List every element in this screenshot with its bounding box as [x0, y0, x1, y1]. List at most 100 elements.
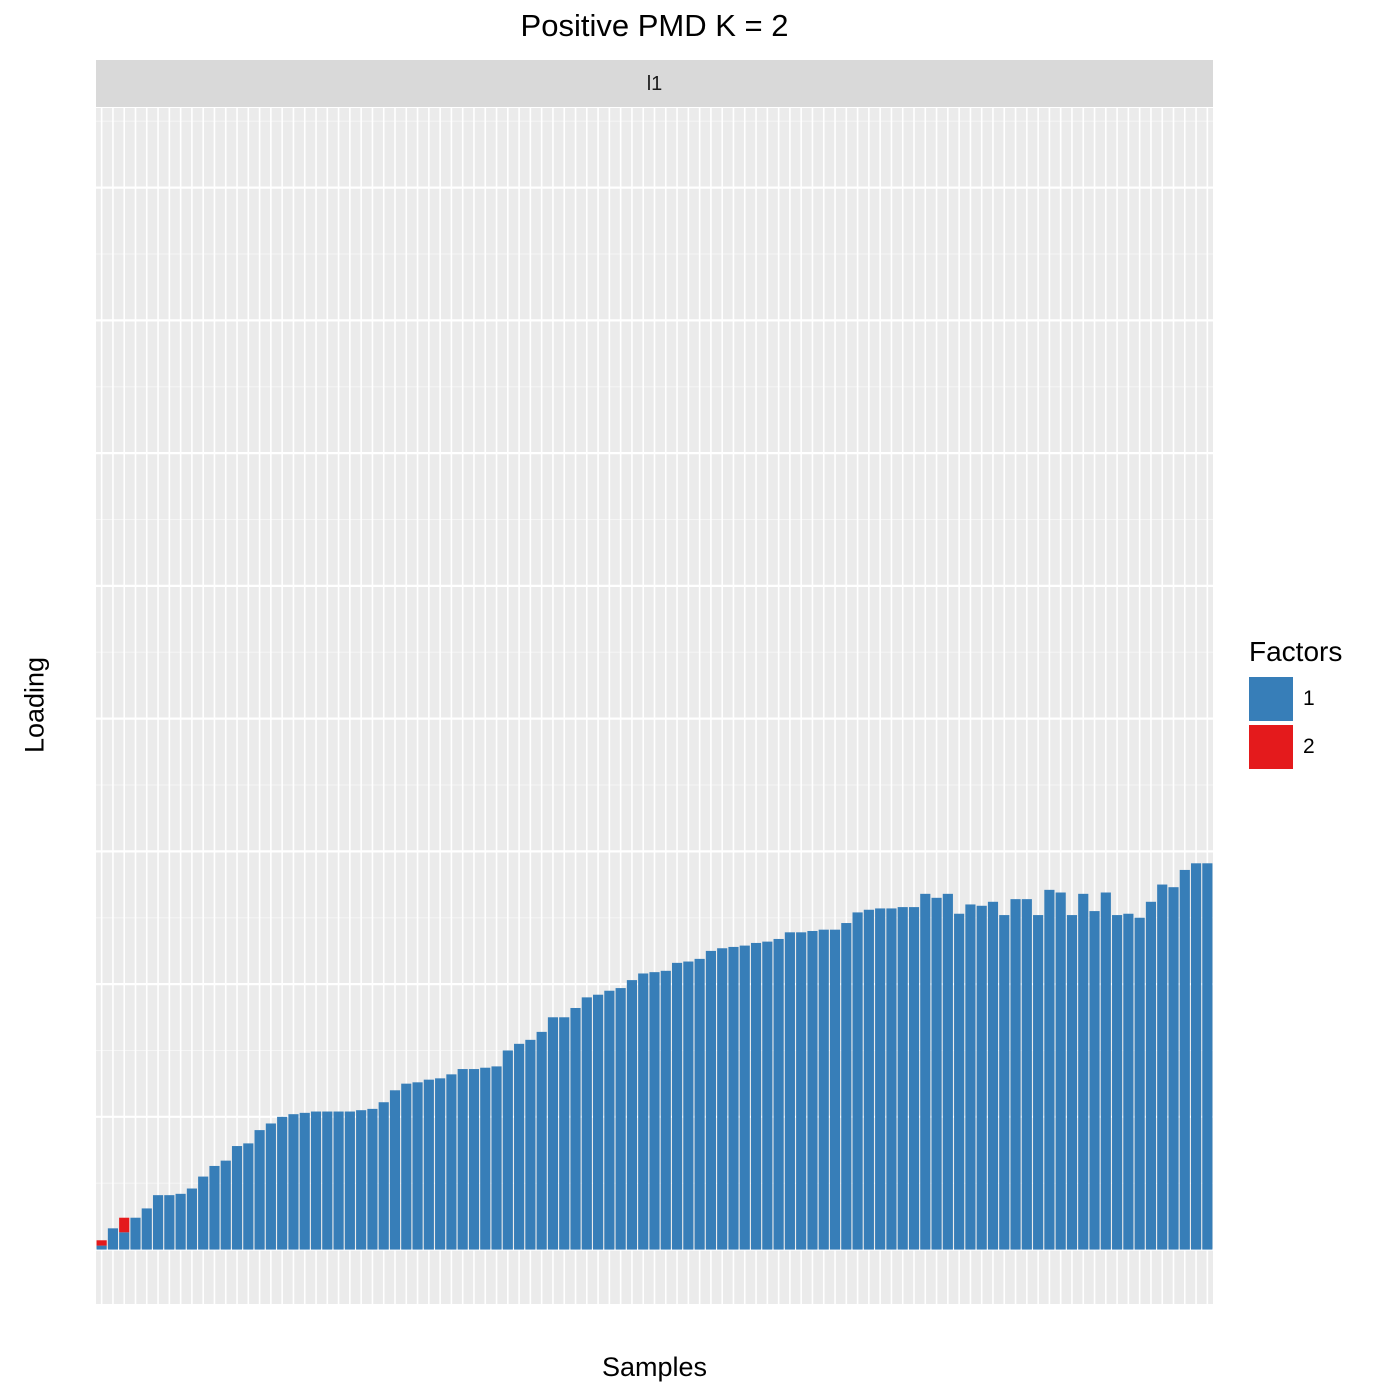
bar-factor-1	[141, 1208, 152, 1250]
bar-factor-1	[1089, 911, 1100, 1250]
bar-factor-1	[356, 1110, 367, 1250]
legend-swatch-factor-1	[1249, 677, 1293, 721]
bar-factor-1	[220, 1160, 231, 1250]
bar-factor-1	[976, 905, 987, 1250]
bar-factor-1	[581, 997, 592, 1250]
bar-factor-1	[1100, 892, 1111, 1250]
bar-factor-1	[897, 907, 908, 1250]
bar-factor-1	[198, 1176, 209, 1250]
bar-factor-1	[807, 930, 818, 1250]
bar-factor-1	[660, 970, 671, 1250]
bar-factor-1	[829, 929, 841, 1250]
bar-factor-1	[435, 1078, 446, 1250]
bar-factor-1	[1021, 899, 1032, 1250]
bar-factor-1	[863, 909, 874, 1250]
bar-factor-1	[119, 1232, 130, 1250]
bar-factor-1	[1078, 893, 1089, 1250]
bar-factor-1	[615, 988, 626, 1250]
bar-factor-1	[739, 945, 750, 1250]
bar-factor-1	[310, 1111, 322, 1250]
bar-factor-1	[1044, 889, 1055, 1250]
bar-factor-1	[965, 904, 976, 1250]
bar-factor-1	[299, 1112, 310, 1250]
bar-factor-1	[593, 994, 604, 1250]
bar-factor-1	[570, 1007, 581, 1250]
bar-factor-1	[954, 913, 965, 1250]
legend: Factors 1 2	[1249, 636, 1342, 773]
bar-factor-1	[231, 1146, 243, 1250]
bar-factor-1	[931, 897, 942, 1250]
bar-factor-1	[457, 1069, 468, 1250]
bar-factor-1	[423, 1079, 434, 1250]
bar-factor-1	[1145, 901, 1157, 1250]
bar-factor-1	[175, 1193, 186, 1250]
bar-factor-2	[96, 1240, 107, 1246]
bar-factor-1	[728, 946, 739, 1250]
bar-factor-1	[288, 1114, 299, 1250]
bar-factor-1	[717, 948, 728, 1250]
bar-factor-1	[333, 1111, 344, 1250]
bar-factor-1	[694, 958, 705, 1250]
bar-factor-1	[1157, 884, 1168, 1250]
bar-factor-1	[841, 923, 852, 1250]
bar-factor-1	[514, 1043, 525, 1250]
bar-factor-1	[446, 1074, 457, 1250]
bar-factor-1	[401, 1083, 412, 1250]
bar-factor-1	[942, 893, 953, 1250]
bar-factor-1	[920, 893, 931, 1250]
chart-title: Positive PMD K = 2	[520, 8, 789, 43]
legend-label-factor-1: 1	[1303, 687, 1315, 710]
bar-factor-1	[536, 1031, 547, 1250]
bar-factor-1	[322, 1111, 333, 1250]
bar-factor-1	[886, 908, 897, 1250]
bar-factor-1	[626, 980, 638, 1250]
bar-factor-1	[1190, 863, 1202, 1250]
bar-factor-1	[987, 901, 999, 1250]
bar-factor-1	[412, 1082, 423, 1250]
legend-title: Factors	[1249, 636, 1343, 667]
bar-factor-1	[649, 972, 660, 1250]
bar-factor-1	[130, 1217, 141, 1250]
bar-factor-1	[1055, 892, 1066, 1250]
bar-factor-1	[999, 915, 1010, 1250]
bar-factor-1	[784, 932, 795, 1250]
bar-factor-1	[796, 932, 807, 1250]
bar-factor-1	[1033, 915, 1044, 1250]
bar-factor-1	[378, 1102, 389, 1250]
bar-factor-1	[502, 1050, 513, 1250]
bar-factor-1	[254, 1130, 265, 1250]
bar-factor-1	[1010, 899, 1021, 1250]
bar-factor-1	[683, 961, 694, 1250]
bar-factor-1	[1179, 869, 1190, 1250]
bar-factor-2	[119, 1217, 130, 1233]
bar-factor-1	[243, 1143, 254, 1250]
legend-item-factor-1: 1	[1249, 677, 1342, 721]
bar-factor-1	[908, 907, 920, 1250]
bar-factor-1	[1202, 863, 1213, 1250]
bar-factor-1	[265, 1123, 276, 1250]
bar-factor-1	[344, 1111, 355, 1250]
x-axis-label: Samples	[601, 1352, 708, 1382]
bar-factor-1	[1168, 887, 1179, 1250]
bar-factor-1	[164, 1195, 175, 1250]
bar-factor-1	[491, 1066, 502, 1250]
legend-item-factor-2: 2	[1249, 725, 1342, 769]
bar-factor-1	[604, 990, 615, 1250]
bar-factor-1	[762, 941, 773, 1250]
bar-factor-1	[186, 1188, 197, 1250]
legend-swatch-factor-2	[1249, 725, 1293, 769]
facet-strip: l1	[96, 60, 1213, 107]
bar-factor-1	[875, 908, 886, 1250]
bar-factor-1	[705, 950, 716, 1250]
bar-factor-1	[209, 1165, 220, 1250]
bar-factor-1	[1123, 913, 1134, 1250]
bar-factor-1	[818, 929, 829, 1250]
bar-factor-1	[107, 1228, 119, 1250]
bar-factor-1	[1066, 915, 1078, 1250]
bar-factor-1	[152, 1195, 164, 1250]
facet-label: l1	[646, 73, 663, 95]
bar-factor-1	[96, 1245, 107, 1250]
bar-factor-1	[750, 942, 762, 1250]
legend-label-factor-2: 2	[1303, 735, 1315, 758]
bar-factor-1	[638, 973, 649, 1250]
